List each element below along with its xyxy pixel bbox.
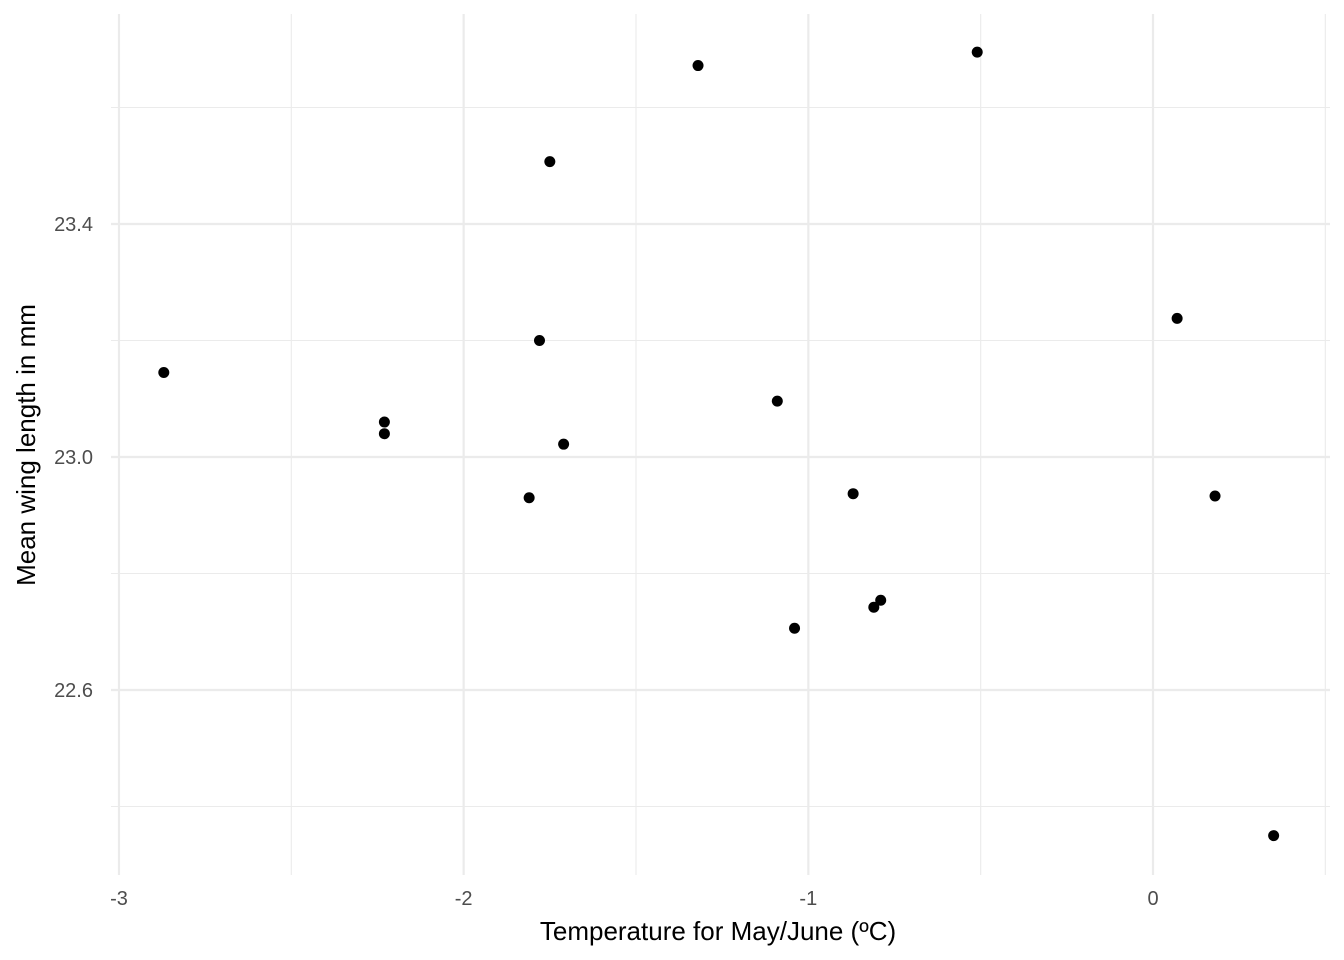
y-axis-title: Mean wing length in mm xyxy=(11,304,41,586)
data-point-13 xyxy=(971,46,983,58)
data-points xyxy=(158,46,1280,842)
data-point-4 xyxy=(533,335,545,346)
data-point-5 xyxy=(544,156,556,168)
data-point-3 xyxy=(523,492,535,504)
minor-gridlines xyxy=(111,14,1330,875)
data-point-12 xyxy=(875,594,887,606)
x-tick-label-0: -3 xyxy=(110,888,128,910)
data-point-1 xyxy=(378,416,390,428)
data-point-7 xyxy=(692,60,704,72)
x-axis-tick-labels: -3 -2 -1 0 xyxy=(110,888,1158,910)
data-point-14 xyxy=(1171,312,1183,324)
data-point-16 xyxy=(1268,830,1280,842)
data-point-0 xyxy=(158,367,170,379)
y-tick-label-1: 23.0 xyxy=(54,447,93,469)
data-point-10 xyxy=(847,488,859,500)
data-point-15 xyxy=(1209,490,1221,502)
major-gridlines xyxy=(111,14,1330,875)
data-point-6 xyxy=(558,438,570,450)
data-point-8 xyxy=(771,395,783,407)
x-tick-label-1: -2 xyxy=(455,888,473,910)
y-axis-tick-labels: 22.6 23.0 23.4 xyxy=(54,214,93,702)
y-tick-label-0: 22.6 xyxy=(54,680,93,702)
x-tick-label-2: -1 xyxy=(799,888,817,910)
data-point-9 xyxy=(789,622,801,634)
data-point-2 xyxy=(378,428,390,440)
data-point-11 xyxy=(868,601,880,613)
x-tick-label-3: 0 xyxy=(1147,888,1158,910)
y-tick-label-2: 23.4 xyxy=(54,214,93,236)
x-axis-title: Temperature for May/June (ºC) xyxy=(540,916,896,946)
